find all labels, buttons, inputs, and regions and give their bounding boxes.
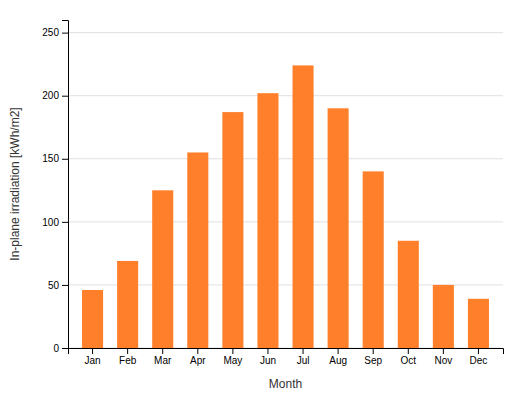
x-tick: May (223, 348, 242, 366)
y-tick-mark (62, 159, 68, 160)
x-tick-mark (162, 348, 163, 354)
y-tick: 250 (42, 27, 68, 38)
x-tick-mark (478, 348, 479, 354)
x-tick: Dec (470, 348, 488, 366)
x-tick-mark (127, 348, 128, 354)
x-tick-label: Mar (154, 355, 172, 366)
x-tick: Nov (434, 348, 452, 366)
bar (82, 290, 103, 348)
x-tick: Mar (154, 348, 172, 366)
x-tick-mark (408, 348, 409, 354)
x-tick: Aug (329, 348, 347, 366)
y-tick-label: 100 (42, 217, 59, 228)
y-tick: 100 (42, 217, 68, 228)
y-tick-mark (62, 96, 68, 97)
chart: Jan Feb Mar Apr May Jun Jul Aug Sep Oct Nov Dec 0 50 1… (0, 0, 523, 400)
y-tick-mark (62, 348, 68, 349)
x-axis-title: Month (269, 377, 302, 391)
x-tick-label: Feb (119, 355, 137, 366)
y-tick: 150 (42, 153, 68, 164)
x-tick-mark (303, 348, 304, 354)
bar (433, 285, 454, 348)
x-tick-label: Nov (434, 355, 452, 366)
x-tick: Oct (401, 348, 417, 366)
grid (68, 33, 503, 348)
y-axis-line (62, 21, 69, 349)
x-tick-label: Sep (364, 355, 382, 366)
y-tick-mark (62, 33, 68, 34)
x-axis: Jan Feb Mar Apr May Jun Jul Aug Sep Oct Nov Dec (69, 348, 504, 366)
bar (398, 241, 419, 348)
y-axis: 0 50 100 150 200 250 (42, 21, 68, 354)
y-tick-mark (62, 285, 68, 286)
x-tick-label: Jan (84, 355, 100, 366)
x-tick: Feb (119, 348, 137, 366)
bar (293, 65, 314, 348)
bar (187, 152, 208, 348)
bar (257, 93, 278, 348)
x-axis-line (69, 349, 504, 355)
grid-line (68, 95, 503, 96)
y-tick-label: 0 (53, 343, 59, 354)
x-tick-label: Oct (401, 355, 417, 366)
y-tick-label: 150 (42, 153, 59, 164)
x-tick: Apr (190, 348, 206, 366)
x-tick-label: May (223, 355, 242, 366)
plot-area: Jan Feb Mar Apr May Jun Jul Aug Sep Oct Nov Dec 0 50 1… (42, 21, 503, 367)
bar (468, 299, 489, 348)
x-tick-mark (338, 348, 339, 354)
bar (222, 112, 243, 348)
y-tick: 50 (48, 280, 68, 291)
grid-line (68, 158, 503, 159)
x-tick-mark (197, 348, 198, 354)
grid-line (68, 32, 503, 33)
x-tick-label: Jul (297, 355, 310, 366)
grid-line (68, 221, 503, 222)
bar (328, 108, 349, 348)
x-tick-mark (267, 348, 268, 354)
x-tick-label: Dec (470, 355, 488, 366)
x-tick-label: Apr (190, 355, 206, 366)
x-tick: Sep (364, 348, 382, 366)
y-tick: 200 (42, 90, 68, 101)
x-tick-label: Aug (329, 355, 347, 366)
y-axis-title: In-plane irradiation [kWh/m2] (8, 107, 22, 260)
x-tick-mark (232, 348, 233, 354)
bars (82, 65, 489, 348)
y-tick-mark (62, 222, 68, 223)
x-tick-mark (373, 348, 374, 354)
y-tick-label: 50 (48, 280, 60, 291)
x-tick: Jul (297, 348, 310, 366)
y-tick-label: 200 (42, 90, 59, 101)
x-tick-mark (92, 348, 93, 354)
chart-container: Jan Feb Mar Apr May Jun Jul Aug Sep Oct Nov Dec 0 50 1… (0, 0, 523, 400)
x-tick-mark (443, 348, 444, 354)
bar (363, 171, 384, 348)
x-tick: Jan (84, 348, 100, 366)
x-tick: Jun (260, 348, 276, 366)
bar (152, 190, 173, 348)
bar (117, 261, 138, 348)
y-tick-label: 250 (42, 27, 59, 38)
x-tick-label: Jun (260, 355, 276, 366)
y-tick: 0 (53, 343, 68, 354)
